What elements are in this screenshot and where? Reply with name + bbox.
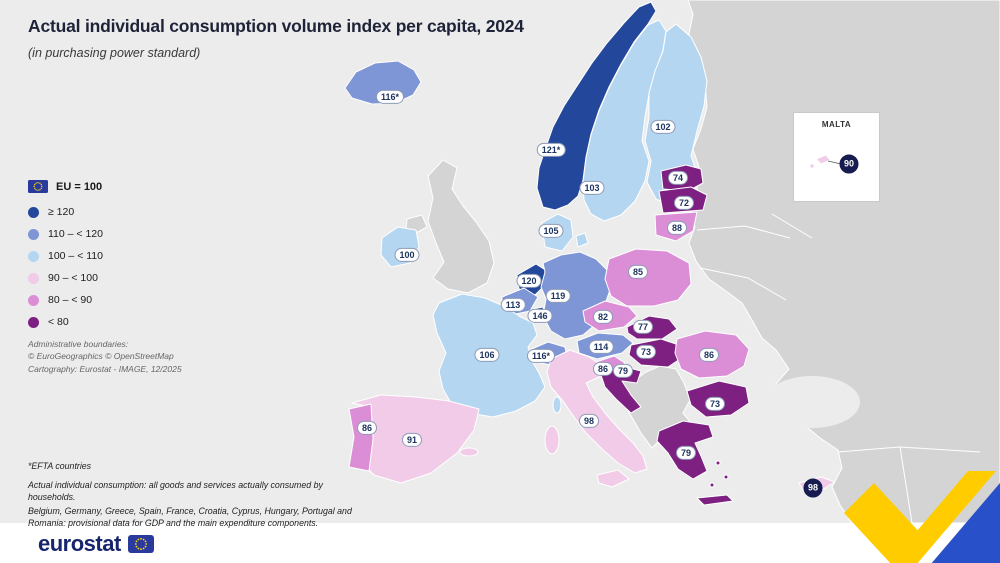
value-badge-spain: 91 — [401, 432, 423, 448]
island-malta — [815, 154, 831, 165]
legend-item-ge120: ≥ 120 — [28, 206, 182, 218]
island-gozo — [809, 163, 815, 169]
value-badge-ireland: 100 — [394, 247, 420, 263]
legend-item-80-90: 80 – < 90 — [28, 294, 182, 306]
value-badge-hungary: 73 — [635, 344, 657, 360]
callout-line — [827, 160, 842, 165]
footnotes: *EFTA countries Actual individual consum… — [28, 461, 368, 532]
legend-class-label: 90 – < 100 — [48, 272, 98, 284]
value-badge-greece: 79 — [675, 445, 697, 461]
page-title: Actual individual consumption volume ind… — [28, 16, 524, 36]
eu-flag-icon — [28, 180, 48, 193]
value-badge-luxembourg: 146 — [527, 308, 553, 324]
legend-swatch — [28, 316, 39, 328]
eurostat-logo: eurostat — [38, 531, 154, 557]
value-badge-france: 106 — [474, 347, 500, 363]
country-non-eu-east — [687, 0, 1000, 524]
footnote-definition: Actual individual consumption: all goods… — [28, 480, 323, 502]
country-croatia — [600, 365, 642, 414]
island-crete — [696, 494, 734, 506]
value-badge-romania: 86 — [698, 347, 720, 363]
note-admin-boundaries: Administrative boundaries: — [28, 339, 129, 349]
ribbon-yellow-right — [889, 471, 996, 563]
island-zealand — [575, 232, 589, 248]
value-badge-belgium: 113 — [500, 297, 526, 313]
value-badge-iceland: 116* — [375, 89, 405, 105]
value-badge-slovenia: 86 — [592, 361, 614, 377]
value-badge-bulgaria: 73 — [704, 396, 726, 412]
legend-class-label: 100 – < 110 — [48, 250, 103, 262]
bottom-bar — [0, 523, 1000, 563]
greek-island — [715, 460, 721, 466]
value-badge-sweden: 103 — [579, 180, 605, 196]
legend-notes: Administrative boundaries: © EuroGeograp… — [28, 338, 182, 375]
eu-flag-logo-icon — [127, 535, 154, 553]
value-badge-cyprus: 98 — [803, 478, 823, 498]
eurostat-wordmark: eurostat — [38, 531, 121, 556]
value-badge-italy: 98 — [578, 413, 600, 429]
island-corsica — [552, 396, 562, 414]
value-badge-malta: 90 — [839, 154, 859, 174]
legend-class-label: 80 – < 90 — [48, 294, 93, 306]
legend-swatch — [28, 294, 39, 306]
footnote-provisional: Belgium, Germany, Greece, Spain, France,… — [28, 506, 352, 528]
legend-eu-row: EU = 100 — [28, 180, 182, 193]
value-badge-denmark: 105 — [538, 223, 564, 239]
greek-island — [723, 474, 729, 480]
internal-borders — [696, 213, 981, 524]
legend-class-label: ≥ 120 — [48, 206, 75, 218]
note-cartography: Cartography: Eurostat - IMAGE, 12/2025 — [28, 363, 182, 374]
value-badge-austria: 114 — [588, 339, 614, 355]
footnote-efta: *EFTA countries — [28, 461, 92, 471]
legend-item-110-120: 110 – < 120 — [28, 228, 182, 240]
country-finland — [644, 23, 708, 207]
legend-item-lt80: < 80 — [28, 316, 182, 328]
black-sea — [764, 376, 860, 428]
greek-island — [709, 482, 715, 488]
value-badge-poland: 85 — [627, 264, 649, 280]
note-copyright: © EuroGeographics © OpenStreetMap — [28, 351, 174, 362]
value-badge-germany: 119 — [545, 288, 571, 304]
value-badge-switzerland: 116* — [526, 348, 556, 364]
legend-swatch — [28, 228, 39, 240]
value-badge-finland: 102 — [650, 119, 676, 135]
country-poland — [604, 248, 692, 307]
ribbon-yellow-left — [844, 483, 922, 563]
legend-item-90-100: 90 – < 100 — [28, 272, 182, 284]
country-united-kingdom — [427, 159, 495, 294]
legend-swatch — [28, 250, 39, 262]
islands-balearic — [459, 447, 479, 457]
value-badge-croatia: 79 — [612, 363, 634, 379]
legend: EU = 100 ≥ 120 110 – < 120 100 – < 110 9… — [28, 180, 182, 375]
country-portugal — [348, 403, 374, 472]
value-badge-slovakia: 77 — [632, 319, 654, 335]
malta-inset: MALTA 90 — [793, 112, 880, 202]
malta-inset-map — [809, 154, 842, 169]
inset-label: MALTA — [821, 120, 852, 129]
island-sardinia — [544, 425, 560, 455]
page-subtitle: (in purchasing power standard) — [28, 46, 201, 60]
legend-class-label: < 80 — [48, 316, 69, 328]
legend-item-100-110: 100 – < 110 — [28, 250, 182, 262]
island-sicily — [596, 469, 630, 488]
value-badge-estonia: 74 — [667, 170, 689, 186]
legend-swatch — [28, 272, 39, 284]
value-badge-latvia: 72 — [673, 195, 695, 211]
value-badge-lithuania: 88 — [666, 220, 688, 236]
legend-swatch — [28, 206, 39, 218]
legend-eu-label: EU = 100 — [56, 180, 103, 193]
ribbon-decoration — [844, 471, 1000, 563]
legend-class-label: 110 – < 120 — [48, 228, 103, 240]
value-badge-czechia: 82 — [592, 309, 614, 325]
value-badge-netherlands: 120 — [516, 273, 542, 289]
value-badge-norway: 121* — [536, 142, 566, 158]
value-badge-portugal: 86 — [356, 420, 378, 436]
